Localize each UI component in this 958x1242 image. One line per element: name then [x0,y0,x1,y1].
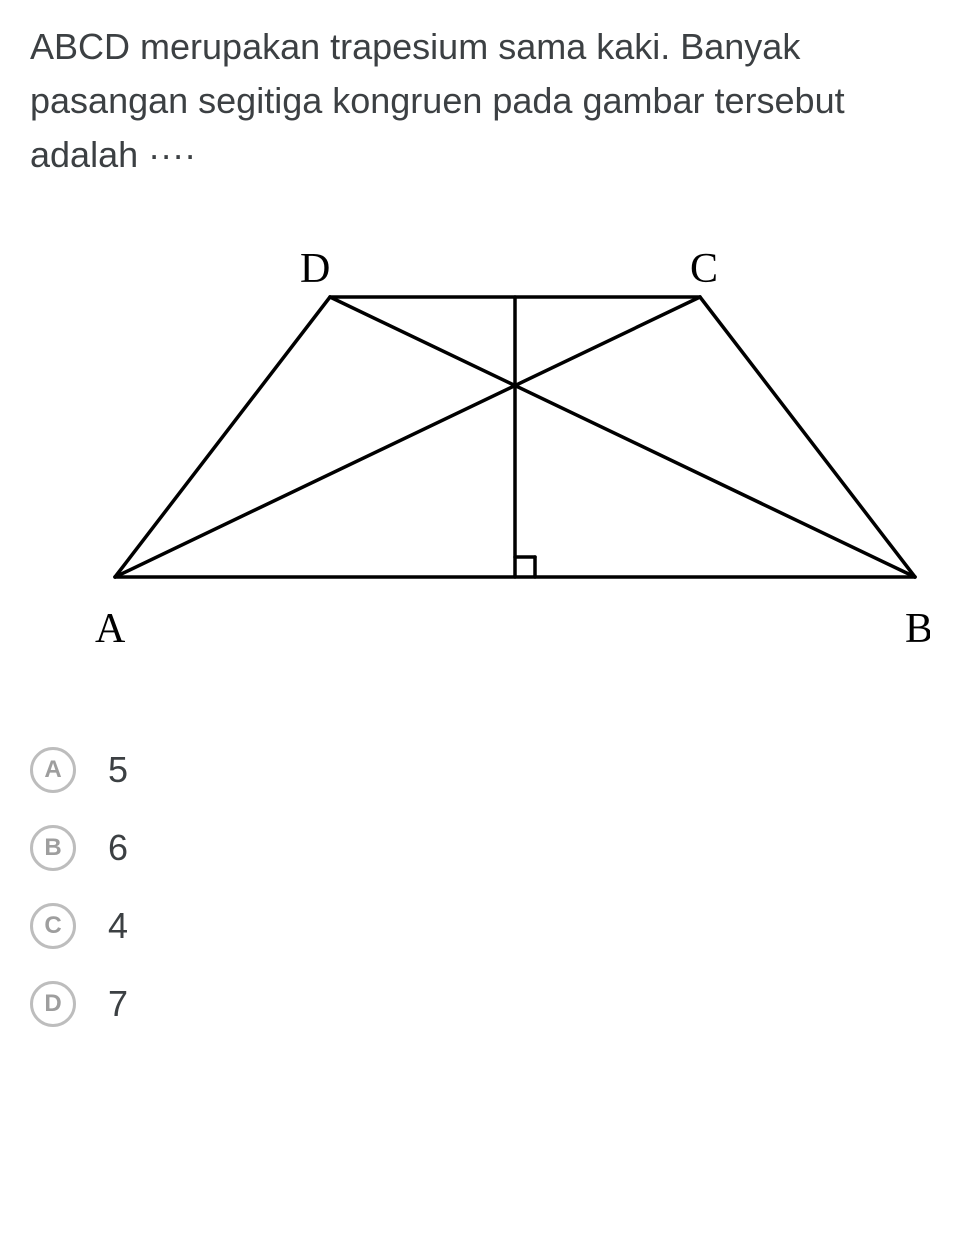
options-list: A 5 B 6 C 4 D 7 [30,747,928,1027]
svg-text:C: C [690,246,718,292]
option-a-label: 5 [108,749,128,791]
svg-text:D: D [300,246,330,292]
option-d-circle: D [30,981,76,1027]
option-c-label: 4 [108,905,128,947]
option-d[interactable]: D 7 [30,981,928,1027]
svg-text:A: A [95,606,126,652]
option-d-label: 7 [108,983,128,1025]
option-c[interactable]: C 4 [30,903,928,949]
option-a[interactable]: A 5 [30,747,928,793]
option-b[interactable]: B 6 [30,825,928,871]
geometry-svg: A B C D [60,232,930,662]
trapezoid-diagram: A B C D [60,232,928,667]
option-c-circle: C [30,903,76,949]
svg-text:B: B [905,606,930,652]
option-a-circle: A [30,747,76,793]
option-b-circle: B [30,825,76,871]
option-b-label: 6 [108,827,128,869]
question-text: ABCD merupakan trapesium sama kaki. Bany… [30,20,928,182]
